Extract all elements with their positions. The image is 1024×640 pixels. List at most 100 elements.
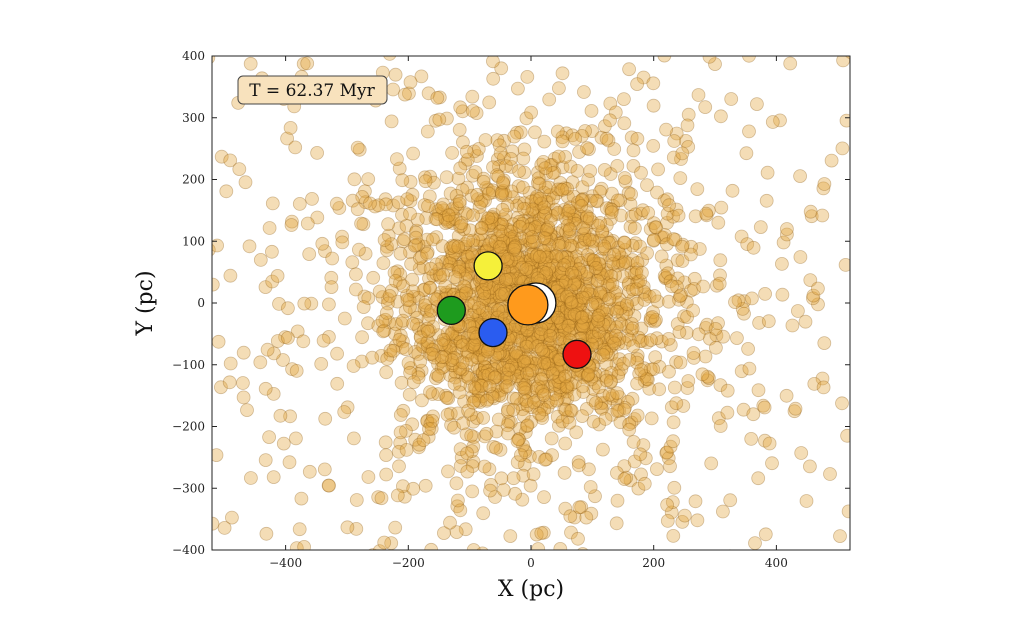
field-star (720, 383, 735, 398)
field-star (560, 204, 575, 219)
field-star (524, 237, 538, 252)
field-star (543, 328, 558, 343)
field-star (576, 191, 590, 206)
field-star (383, 347, 398, 362)
field-star (335, 235, 350, 250)
field-star (730, 331, 744, 346)
field-star (314, 356, 329, 371)
field-star (765, 115, 780, 129)
field-star (488, 490, 502, 504)
field-star (603, 113, 617, 128)
field-star (532, 226, 546, 241)
field-star (617, 336, 632, 350)
field-star (491, 288, 506, 303)
field-star (518, 444, 533, 459)
field-star (673, 171, 688, 186)
field-star (823, 467, 837, 481)
field-star (361, 316, 375, 331)
field-star (538, 325, 552, 339)
field-star (294, 491, 309, 506)
field-star (469, 106, 484, 120)
field-star (466, 395, 481, 410)
field-star (565, 240, 580, 254)
field-star (517, 268, 532, 283)
x-tick-label: 400 (765, 556, 788, 570)
y-axis-label: Y (pc) (133, 270, 158, 336)
field-star (605, 277, 620, 292)
field-star (824, 153, 839, 168)
field-star (713, 419, 728, 433)
field-star (430, 212, 444, 227)
field-star (469, 149, 484, 163)
field-star (420, 232, 435, 247)
field-star (590, 194, 605, 209)
field-star (636, 438, 651, 453)
field-star (510, 362, 524, 377)
field-star (612, 352, 627, 367)
field-star (417, 239, 432, 254)
field-star (557, 392, 572, 406)
field-star (513, 238, 528, 253)
field-star (555, 130, 570, 145)
field-star (550, 391, 565, 406)
field-star (324, 280, 339, 295)
y-tick-label: −300 (172, 481, 205, 495)
field-star (535, 351, 550, 366)
field-star (599, 230, 614, 245)
field-star (458, 262, 473, 277)
field-star (403, 206, 417, 221)
field-star (559, 384, 574, 399)
field-star (627, 267, 642, 282)
field-star (444, 257, 459, 272)
field-star (479, 393, 494, 408)
field-star (590, 273, 605, 288)
field-star (522, 255, 537, 270)
field-star (442, 214, 457, 229)
x-tick-label: −400 (269, 556, 302, 570)
field-star (554, 322, 568, 337)
field-star (575, 409, 590, 424)
field-star (534, 157, 549, 172)
field-star (466, 414, 481, 429)
field-star (510, 125, 524, 140)
field-star (509, 270, 524, 285)
field-star (804, 209, 819, 224)
field-star (517, 353, 532, 368)
field-star (501, 340, 516, 355)
field-star (485, 211, 499, 226)
field-star (596, 348, 611, 362)
field-star (586, 331, 601, 345)
field-star (740, 237, 755, 252)
field-star (452, 385, 467, 400)
field-star (622, 422, 637, 437)
field-star (414, 337, 428, 352)
field-star (495, 202, 510, 217)
field-star (517, 457, 532, 472)
field-star (785, 318, 800, 333)
field-star (458, 156, 473, 171)
field-star (297, 540, 311, 550)
field-star (480, 292, 495, 307)
field-star (545, 340, 560, 355)
field-star (454, 450, 469, 465)
field-star (436, 332, 451, 347)
field-star (450, 493, 465, 508)
field-star (541, 352, 555, 367)
field-star (457, 249, 472, 264)
field-star (565, 128, 580, 143)
field-star (527, 213, 542, 228)
field-star (436, 526, 451, 540)
field-star (642, 289, 657, 304)
field-star (541, 195, 556, 210)
field-star (393, 328, 408, 343)
field-star (468, 165, 483, 179)
field-star (537, 185, 552, 200)
field-star (611, 258, 625, 273)
field-star (501, 264, 516, 279)
field-star (555, 134, 570, 149)
field-star (547, 327, 562, 342)
field-star (716, 504, 730, 519)
field-star (480, 392, 495, 407)
field-star (565, 175, 580, 190)
